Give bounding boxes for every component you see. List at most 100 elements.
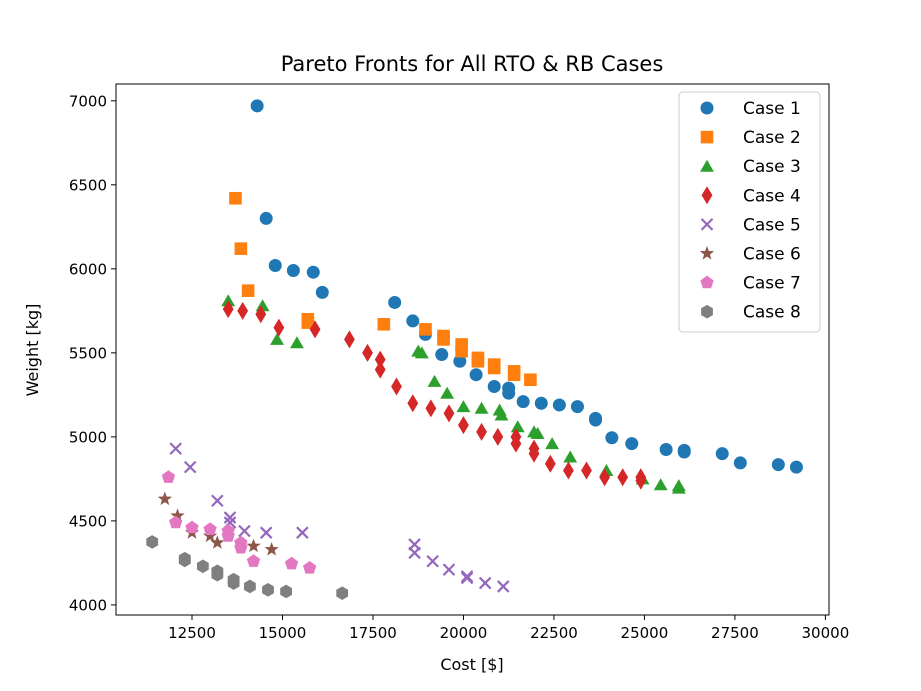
- data-point: [259, 526, 273, 539]
- data-point: [440, 386, 455, 399]
- data-point: [406, 314, 420, 328]
- data-point: [494, 408, 509, 421]
- y-tick-label: 5500: [69, 344, 107, 362]
- legend-item: Case 4: [701, 186, 801, 206]
- data-point: [290, 336, 304, 349]
- legend-label: Case 6: [743, 245, 801, 265]
- legend-item: Case 6: [699, 245, 801, 265]
- data-point: [427, 374, 442, 387]
- data-point: [545, 437, 560, 450]
- data-points: [146, 99, 803, 600]
- data-point: [570, 400, 584, 414]
- data-point: [302, 560, 317, 574]
- data-point: [264, 541, 279, 556]
- data-point: [528, 444, 540, 463]
- legend-marker: [699, 246, 715, 260]
- data-point: [210, 535, 225, 549]
- legend-item: Case 1: [700, 99, 801, 119]
- y-tick-label: 6000: [69, 260, 107, 278]
- data-point: [374, 350, 386, 369]
- legend-marker: [700, 101, 714, 115]
- data-point: [599, 468, 611, 487]
- legend-box: [678, 91, 821, 333]
- data-point: [388, 295, 402, 309]
- data-point: [234, 540, 248, 554]
- data-point: [161, 470, 176, 483]
- legend-label: Case 5: [743, 215, 801, 235]
- data-point: [471, 354, 485, 368]
- y-tick-label: 4500: [69, 512, 107, 530]
- data-point: [458, 416, 469, 435]
- data-point: [453, 354, 467, 368]
- data-point: [496, 580, 510, 593]
- data-point: [653, 478, 668, 491]
- data-point: [425, 399, 437, 418]
- data-point: [227, 576, 240, 590]
- legend-marker: [700, 218, 714, 231]
- data-point: [250, 99, 264, 113]
- legend-label: Case 4: [743, 186, 801, 206]
- x-tick-label: 22500: [530, 624, 578, 642]
- legend-marker: [700, 275, 714, 289]
- data-point: [469, 368, 483, 382]
- data-point: [510, 420, 525, 433]
- legend-label: Case 8: [743, 303, 801, 323]
- legend-item: Case 5: [700, 215, 801, 235]
- data-point: [617, 468, 629, 487]
- data-point: [455, 344, 468, 358]
- data-point: [563, 450, 578, 463]
- x-tick-label: 20000: [440, 624, 488, 642]
- series-case-4: [222, 300, 647, 490]
- y-tick-label: 6500: [69, 176, 107, 194]
- legend-marker: [701, 304, 713, 319]
- data-point: [169, 442, 182, 455]
- data-point: [244, 579, 256, 594]
- legend-label: Case 7: [743, 274, 801, 294]
- legend-label: Case 2: [743, 128, 801, 148]
- data-point: [530, 427, 545, 440]
- data-point: [581, 461, 592, 480]
- data-point: [221, 529, 235, 542]
- data-point: [185, 520, 199, 534]
- data-point: [301, 316, 315, 329]
- data-point: [487, 361, 501, 375]
- legend: Case 1 Case 2 Case 3 Case 4 Case 5 Case 6 Case…: [678, 91, 821, 333]
- data-point: [426, 554, 439, 568]
- series-case-8: [146, 535, 349, 600]
- data-point: [223, 511, 237, 524]
- data-point: [202, 528, 218, 543]
- data-point: [309, 320, 321, 339]
- data-point: [605, 431, 619, 445]
- data-point: [270, 332, 284, 345]
- legend-item: Case 2: [700, 128, 801, 148]
- y-tick-label: 7000: [69, 92, 107, 110]
- data-point: [507, 368, 521, 382]
- data-point: [374, 360, 386, 379]
- legend-marker: [700, 159, 714, 172]
- legend-marker: [701, 186, 713, 205]
- x-tick-label: 27500: [711, 624, 759, 642]
- data-point: [273, 318, 285, 337]
- data-point: [268, 258, 282, 272]
- data-point: [635, 471, 647, 490]
- series-case-1: [250, 99, 803, 474]
- series-case-2: [229, 191, 537, 387]
- data-point: [241, 284, 255, 297]
- data-point: [460, 570, 474, 583]
- data-point: [715, 447, 729, 461]
- series-case-7: [161, 470, 317, 574]
- data-point: [222, 300, 234, 319]
- data-point: [407, 394, 419, 413]
- data-point: [296, 526, 309, 539]
- data-point: [246, 538, 261, 553]
- data-point: [238, 524, 251, 538]
- data-point: [169, 515, 183, 529]
- data-point: [435, 348, 449, 362]
- data-point: [437, 333, 450, 346]
- legend-item: Case 7: [700, 274, 801, 294]
- data-point: [589, 413, 603, 427]
- data-point: [262, 582, 274, 597]
- data-point: [170, 508, 185, 522]
- data-point: [443, 404, 455, 423]
- data-point: [157, 491, 172, 506]
